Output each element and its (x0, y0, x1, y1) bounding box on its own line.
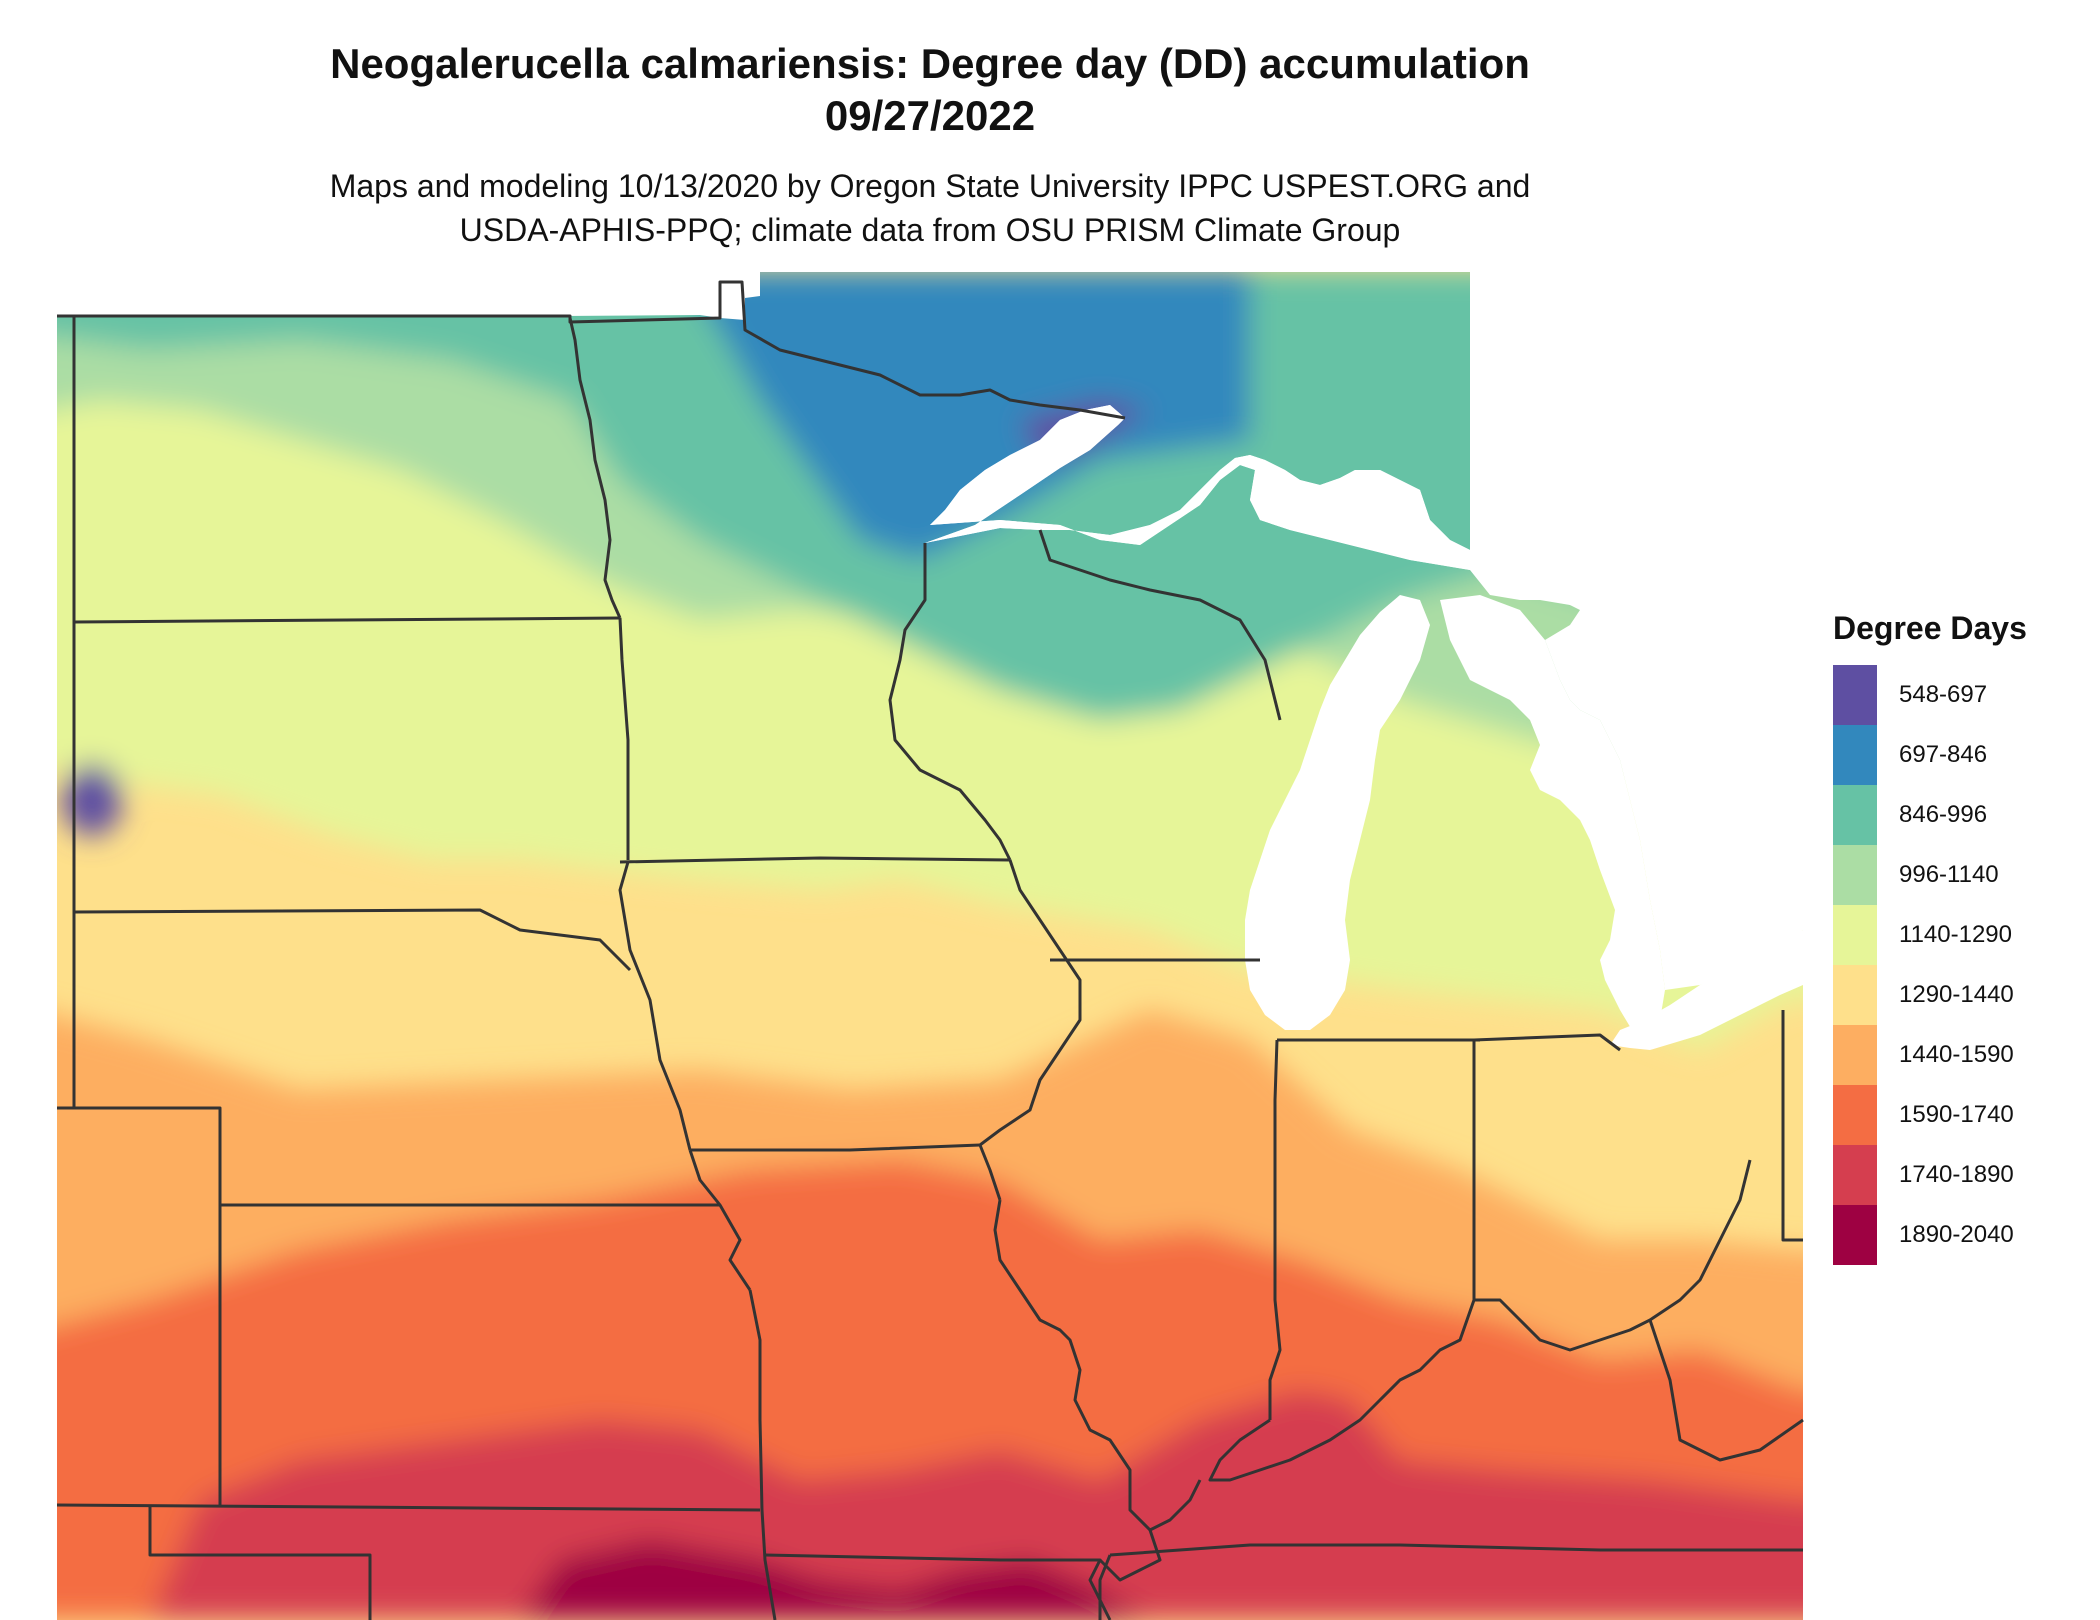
legend-item-1890-2040: 1890-2040 (1833, 1205, 2093, 1265)
legend-label: 1740-1890 (1899, 1161, 2014, 1188)
legend-swatch (1833, 845, 1877, 905)
legend-item-697-846: 697-846 (1833, 725, 2093, 785)
legend-label: 846-996 (1899, 801, 1988, 828)
border-wi-mi-up (1038, 529, 1282, 721)
subtitle-line-1: Maps and modeling 10/13/2020 by Oregon S… (329, 168, 1531, 204)
border-oh-pa (1781, 1010, 1803, 1242)
border-wv (1648, 1319, 1804, 1462)
legend: Degree Days 548-697 697-846 846-996 996-114… (1833, 610, 2093, 1265)
state-borders (56, 280, 1804, 1620)
zone-1890-2040 (520, 1540, 1150, 1620)
legend-label: 1440-1590 (1899, 1041, 2014, 1068)
zone-697-846 (680, 270, 1250, 560)
map-subtitle: Maps and modeling 10/13/2020 by Oregon S… (0, 164, 1860, 252)
border-ia-mo (690, 1143, 981, 1152)
border-ia-west (618, 861, 692, 1151)
border-mn-wi (888, 543, 1012, 861)
border-ia-il (978, 859, 1082, 1201)
subtitle-line-2: USDA-APHIS-PPQ; climate data from OSU PR… (459, 212, 1401, 248)
legend-swatch (1833, 785, 1877, 845)
legend-item-1590-1740: 1590-1740 (1833, 1085, 2093, 1145)
title-line-2: 09/27/2022 (824, 92, 1036, 139)
legend-swatch (1833, 905, 1877, 965)
border-oh-north (1473, 1033, 1621, 1052)
legend-label: 1590-1740 (1899, 1101, 2014, 1128)
border-sd-ne (73, 908, 632, 972)
border-il-in (1268, 1039, 1282, 1420)
legend-item-1740-1890: 1740-1890 (1833, 1145, 2093, 1205)
legend-item-1140-1290: 1140-1290 (1833, 905, 2093, 965)
legend-swatch (1833, 1085, 1877, 1145)
border-tx-panhandle (148, 1505, 372, 1620)
lake-michigan (1245, 595, 1430, 1030)
border-nd-sd (73, 616, 621, 624)
border-ar-tn (1098, 1554, 1112, 1620)
border-mn-ia (619, 856, 1011, 864)
zone-548-697-west (62, 764, 122, 836)
legend-swatch (1833, 665, 1877, 725)
border-ne-east (688, 1149, 752, 1291)
border-nd-mn (568, 317, 622, 619)
lake-erie (1610, 930, 1803, 1050)
legend-swatch (1833, 1025, 1877, 1085)
legend-item-1290-1440: 1290-1440 (1833, 965, 2093, 1025)
legend-label: 996-1140 (1899, 861, 1999, 888)
legend-title: Degree Days (1833, 610, 2027, 646)
border-mo-ky (1098, 1529, 1162, 1582)
legend-items: 548-697 697-846 846-996 996-1140 1140-1290 12… (1833, 665, 2093, 1265)
border-in-ky (1208, 1299, 1476, 1482)
legend-swatch (1833, 1205, 1877, 1265)
map-title: Neogalerucella calmariensis: Degree day … (0, 38, 1860, 142)
legend-item-996-1140: 996-1140 (1833, 845, 2093, 905)
canada-north (57, 270, 1803, 320)
border-mo-west (748, 1289, 777, 1620)
border-mn-west (618, 617, 630, 860)
border-ks-ok (56, 1503, 761, 1512)
border-mo-il (993, 1199, 1202, 1532)
legend-swatch (1833, 1145, 1877, 1205)
legend-label: 1890-2040 (1899, 1221, 2014, 1248)
title-line-1: Neogalerucella calmariensis: Degree day … (330, 40, 1530, 87)
legend-label: 697-846 (1899, 741, 1988, 768)
legend-item-548-697: 548-697 (1833, 665, 2093, 725)
border-ky-tn (1109, 1543, 1803, 1557)
lake-huron (1440, 590, 1665, 1045)
border-ky-oh (1474, 1159, 1752, 1352)
canada-region (925, 270, 1803, 990)
legend-item-846-996: 846-996 (1833, 785, 2093, 845)
legend-item-1440-1590: 1440-1590 (1833, 1025, 2093, 1085)
legend-swatch (1833, 965, 1877, 1025)
legend-label: 548-697 (1899, 681, 1988, 708)
border-co (57, 1106, 222, 1505)
border-canada (57, 280, 1126, 420)
legend-swatch (1833, 725, 1877, 785)
legend-label: 1140-1290 (1899, 921, 2012, 948)
legend-label: 1290-1440 (1899, 981, 2014, 1008)
